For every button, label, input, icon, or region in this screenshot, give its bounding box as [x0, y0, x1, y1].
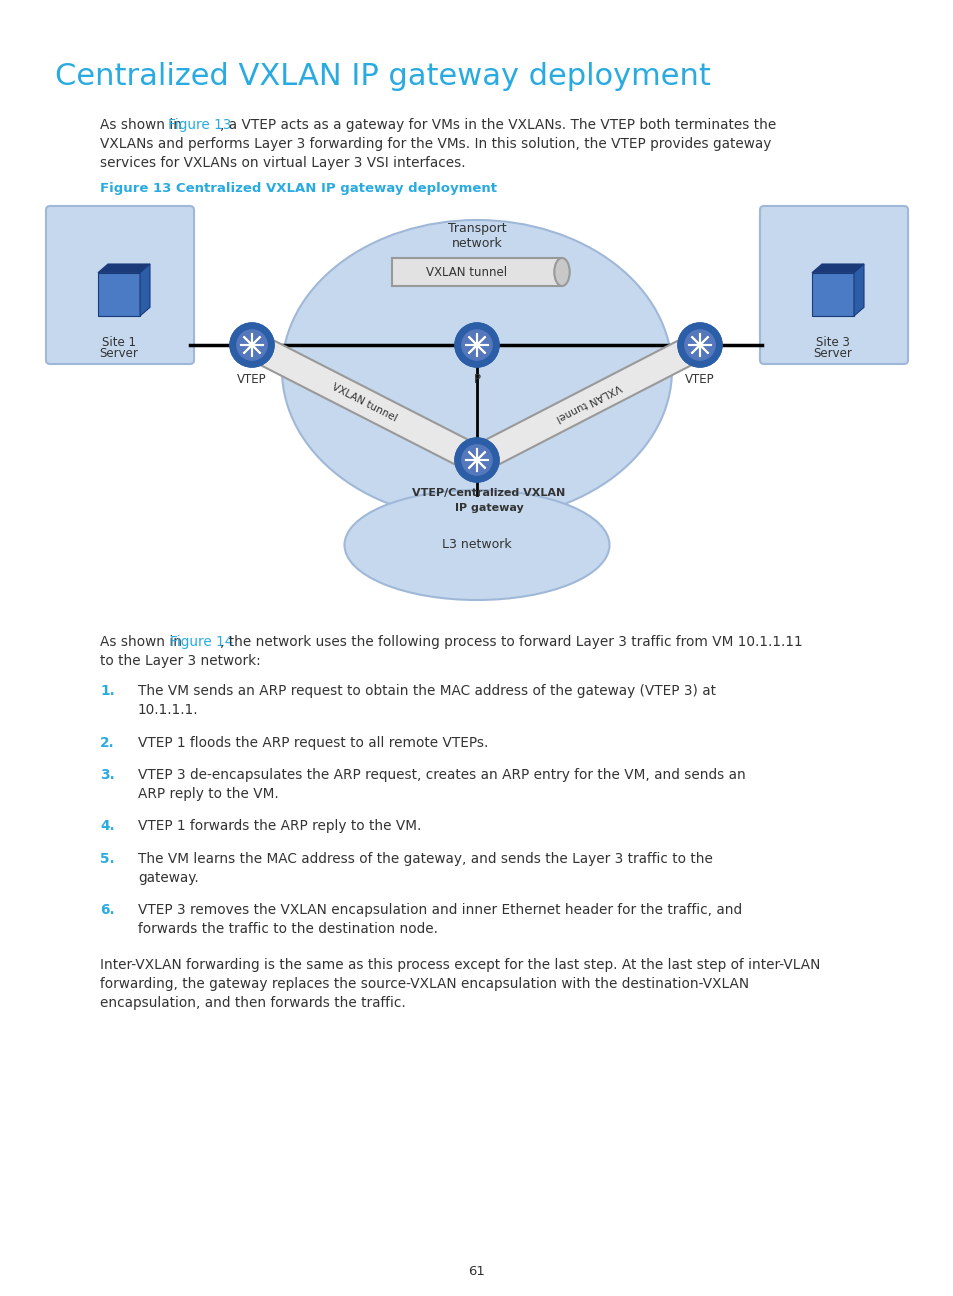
Circle shape: [678, 323, 721, 367]
Polygon shape: [98, 272, 140, 316]
Ellipse shape: [554, 258, 569, 286]
Text: As shown in: As shown in: [100, 118, 186, 132]
Text: 4.: 4.: [100, 819, 114, 833]
Text: VTEP 1 floods the ARP request to all remote VTEPs.: VTEP 1 floods the ARP request to all rem…: [138, 736, 488, 749]
Text: ARP reply to the VM.: ARP reply to the VM.: [138, 787, 278, 801]
Text: P: P: [473, 373, 480, 386]
Text: L3 network: L3 network: [442, 539, 511, 552]
Text: 2.: 2.: [100, 736, 114, 749]
Text: Server: Server: [99, 347, 138, 360]
Circle shape: [678, 323, 721, 367]
Circle shape: [684, 330, 714, 360]
Ellipse shape: [282, 220, 671, 520]
Text: services for VXLANs on virtual Layer 3 VSI interfaces.: services for VXLANs on virtual Layer 3 V…: [100, 156, 465, 170]
Ellipse shape: [344, 490, 609, 600]
Text: to the Layer 3 network:: to the Layer 3 network:: [100, 654, 260, 667]
FancyBboxPatch shape: [470, 333, 705, 473]
Text: Inter-VXLAN forwarding is the same as this process except for the last step. At : Inter-VXLAN forwarding is the same as th…: [100, 958, 820, 972]
Ellipse shape: [467, 447, 486, 473]
Circle shape: [236, 330, 267, 360]
Circle shape: [455, 438, 498, 482]
Text: 61: 61: [468, 1265, 485, 1278]
Text: VTEP 3 de-encapsulates the ARP request, creates an ARP entry for the VM, and sen: VTEP 3 de-encapsulates the ARP request, …: [138, 769, 745, 781]
Ellipse shape: [467, 447, 486, 473]
Text: Centralized VXLAN IP gateway deployment: Centralized VXLAN IP gateway deployment: [55, 62, 710, 91]
Circle shape: [461, 330, 492, 360]
Circle shape: [684, 330, 714, 360]
FancyBboxPatch shape: [46, 206, 193, 364]
Text: , a VTEP acts as a gateway for VMs in the VXLANs. The VTEP both terminates the: , a VTEP acts as a gateway for VMs in th…: [220, 118, 776, 132]
Text: Server: Server: [813, 347, 852, 360]
Text: Site 3: Site 3: [815, 336, 849, 349]
FancyBboxPatch shape: [760, 206, 907, 364]
Circle shape: [230, 323, 274, 367]
Polygon shape: [811, 264, 863, 272]
Text: Site 1: Site 1: [102, 336, 136, 349]
Text: , the network uses the following process to forward Layer 3 traffic from VM 10.1: , the network uses the following process…: [220, 635, 801, 649]
Text: VXLAN tunnel: VXLAN tunnel: [330, 382, 398, 424]
Circle shape: [455, 323, 498, 367]
Text: 5.: 5.: [100, 851, 114, 866]
Text: VTEP/Centralized VXLAN: VTEP/Centralized VXLAN: [412, 489, 565, 498]
Text: Figure 13 Centralized VXLAN IP gateway deployment: Figure 13 Centralized VXLAN IP gateway d…: [100, 181, 497, 194]
Circle shape: [455, 323, 498, 367]
Text: VTEP: VTEP: [684, 373, 714, 386]
Text: As shown in: As shown in: [100, 635, 186, 649]
Circle shape: [461, 330, 492, 360]
Text: 10.1.1.1.: 10.1.1.1.: [138, 704, 198, 718]
Text: forwards the traffic to the destination node.: forwards the traffic to the destination …: [138, 921, 437, 936]
FancyBboxPatch shape: [245, 333, 483, 473]
Circle shape: [461, 445, 492, 474]
Text: IP gateway: IP gateway: [455, 503, 523, 513]
Text: VXLAN tunnel: VXLAN tunnel: [554, 381, 622, 424]
Polygon shape: [811, 272, 853, 316]
Text: Figure 13: Figure 13: [168, 118, 232, 132]
Text: The VM sends an ARP request to obtain the MAC address of the gateway (VTEP 3) at: The VM sends an ARP request to obtain th…: [138, 684, 716, 699]
Text: VTEP 1 forwards the ARP reply to the VM.: VTEP 1 forwards the ARP reply to the VM.: [138, 819, 421, 833]
Text: 1.: 1.: [100, 684, 114, 699]
Text: Figure 14: Figure 14: [170, 635, 233, 649]
Text: VXLANs and performs Layer 3 forwarding for the VMs. In this solution, the VTEP p: VXLANs and performs Layer 3 forwarding f…: [100, 137, 771, 152]
Polygon shape: [853, 264, 863, 316]
Text: The VM learns the MAC address of the gateway, and sends the Layer 3 traffic to t: The VM learns the MAC address of the gat…: [138, 851, 712, 866]
Polygon shape: [98, 264, 150, 272]
Text: 3.: 3.: [100, 769, 114, 781]
Text: VTEP 3 removes the VXLAN encapsulation and inner Ethernet header for the traffic: VTEP 3 removes the VXLAN encapsulation a…: [138, 903, 741, 916]
Circle shape: [461, 445, 492, 474]
Text: gateway.: gateway.: [138, 871, 198, 885]
Text: forwarding, the gateway replaces the source-VXLAN encapsulation with the destina: forwarding, the gateway replaces the sou…: [100, 977, 748, 991]
Circle shape: [455, 438, 498, 482]
Circle shape: [236, 330, 267, 360]
Text: Transport: Transport: [447, 222, 506, 235]
Text: 6.: 6.: [100, 903, 114, 916]
FancyBboxPatch shape: [392, 258, 561, 286]
Text: encapsulation, and then forwards the traffic.: encapsulation, and then forwards the tra…: [100, 997, 405, 1010]
Text: VXLAN tunnel: VXLAN tunnel: [426, 266, 507, 279]
Text: network: network: [451, 237, 502, 250]
Polygon shape: [140, 264, 150, 316]
Circle shape: [230, 323, 274, 367]
Text: VTEP: VTEP: [237, 373, 267, 386]
